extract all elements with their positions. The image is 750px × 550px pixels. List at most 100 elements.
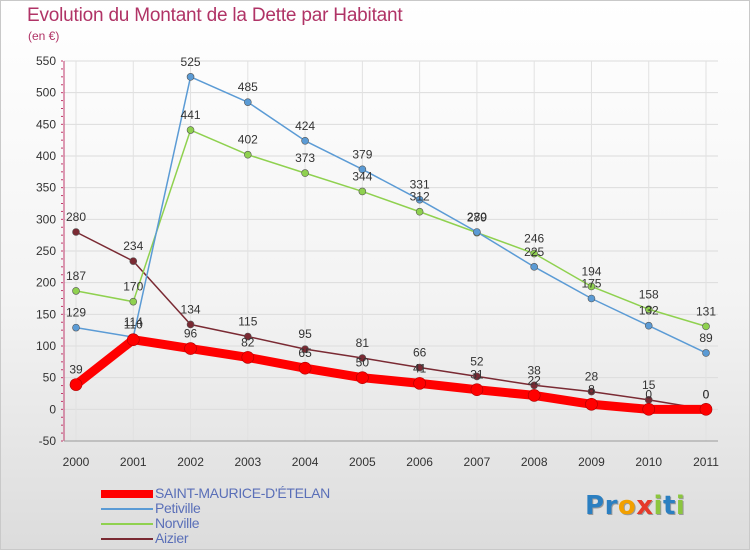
logo-letter: i	[675, 491, 686, 521]
data-point	[530, 381, 538, 390]
series-line-norville	[75, 129, 707, 328]
data-label: 52	[470, 354, 484, 368]
x-tick-label: 2002	[177, 455, 204, 469]
data-label: 225	[524, 245, 544, 259]
data-point	[186, 320, 195, 329]
y-tick-label: 150	[36, 307, 56, 321]
data-label: 8	[588, 382, 595, 396]
data-label: 0	[645, 387, 652, 401]
data-label: 175	[581, 277, 601, 291]
x-tick-label: 2010	[635, 455, 662, 469]
data-label: 115	[238, 315, 257, 329]
data-point	[72, 228, 80, 236]
data-point	[587, 387, 596, 396]
x-tick-label: 2005	[349, 455, 376, 469]
data-point	[301, 345, 309, 353]
data-label: 331	[410, 178, 430, 192]
data-label: 41	[413, 361, 427, 375]
data-point	[413, 377, 426, 390]
data-point	[186, 73, 195, 81]
y-tick-label: 550	[36, 54, 56, 68]
series-line-saint-maurice-d-telan	[71, 335, 711, 414]
data-label: 134	[181, 302, 201, 316]
x-tick-label: 2006	[406, 455, 433, 469]
data-label: 81	[356, 336, 370, 350]
data-label: 280	[66, 210, 86, 224]
data-label: 96	[184, 327, 198, 341]
data-point	[699, 403, 713, 416]
data-label: 22	[528, 373, 542, 387]
data-point	[301, 137, 309, 145]
x-tick-label: 2001	[120, 455, 147, 469]
data-point	[72, 323, 80, 332]
y-tick-label: 50	[43, 371, 57, 385]
y-tick-label: 300	[36, 212, 56, 226]
data-label: 234	[123, 239, 143, 253]
data-label: 402	[238, 133, 258, 147]
data-point	[644, 321, 653, 330]
x-tick-label: 2008	[521, 455, 548, 469]
data-point	[358, 165, 367, 174]
data-label: 65	[298, 346, 312, 360]
data-label: 28	[585, 370, 599, 384]
x-tick-label: 2011	[693, 455, 719, 469]
data-point	[587, 294, 596, 303]
logo-letter: i	[653, 491, 663, 521]
data-label: 89	[699, 331, 713, 345]
x-tick-label: 2000	[63, 455, 90, 469]
data-point	[301, 169, 309, 177]
data-point	[69, 378, 83, 391]
x-tick-label: 2003	[234, 455, 261, 469]
data-point	[241, 351, 255, 364]
data-label: 39	[69, 363, 83, 377]
data-point	[186, 126, 195, 134]
data-point	[298, 361, 312, 375]
data-label: 280	[467, 210, 487, 224]
legend-label: Norville	[155, 515, 200, 531]
data-label: 38	[528, 363, 542, 377]
legend-swatch	[101, 508, 153, 510]
data-label: 312	[410, 190, 430, 204]
legend-swatch	[101, 523, 153, 525]
data-point	[702, 349, 710, 357]
data-label: 279	[467, 211, 487, 225]
data-point	[587, 282, 596, 291]
data-label: 110	[124, 318, 143, 332]
logo-letter: o	[617, 491, 637, 521]
data-point	[126, 333, 140, 346]
data-point	[415, 207, 424, 216]
data-label: 66	[413, 346, 427, 360]
data-point	[356, 371, 369, 384]
logo-letter: P	[585, 491, 605, 521]
data-point	[184, 342, 197, 355]
data-label: 0	[703, 387, 710, 401]
data-label: 82	[241, 335, 255, 349]
data-label: 114	[124, 315, 143, 329]
legend-label: Petiville	[155, 500, 201, 516]
data-point	[470, 383, 484, 397]
data-label: 15	[642, 378, 656, 392]
data-label: 50	[356, 356, 370, 370]
data-point	[642, 403, 656, 416]
data-label: 194	[581, 264, 601, 278]
data-label: 132	[639, 304, 659, 318]
data-point	[473, 228, 481, 236]
data-point	[129, 297, 138, 306]
data-point	[415, 195, 424, 204]
y-tick-label: 250	[36, 244, 56, 258]
chart-subtitle: (en €)	[28, 29, 60, 43]
axes: -500501001502002503003504004505005502000…	[36, 54, 719, 469]
y-tick-label: 400	[36, 149, 56, 163]
data-point	[358, 354, 367, 362]
y-tick-label: 500	[36, 86, 56, 100]
y-tick-label: 0	[49, 402, 56, 416]
data-label: 187	[66, 269, 86, 283]
data-point	[244, 150, 252, 159]
data-label: 441	[181, 108, 201, 122]
y-tick-label: 350	[36, 181, 56, 195]
data-point	[473, 372, 481, 381]
data-label: 424	[295, 119, 315, 133]
x-tick-label: 2009	[578, 455, 605, 469]
